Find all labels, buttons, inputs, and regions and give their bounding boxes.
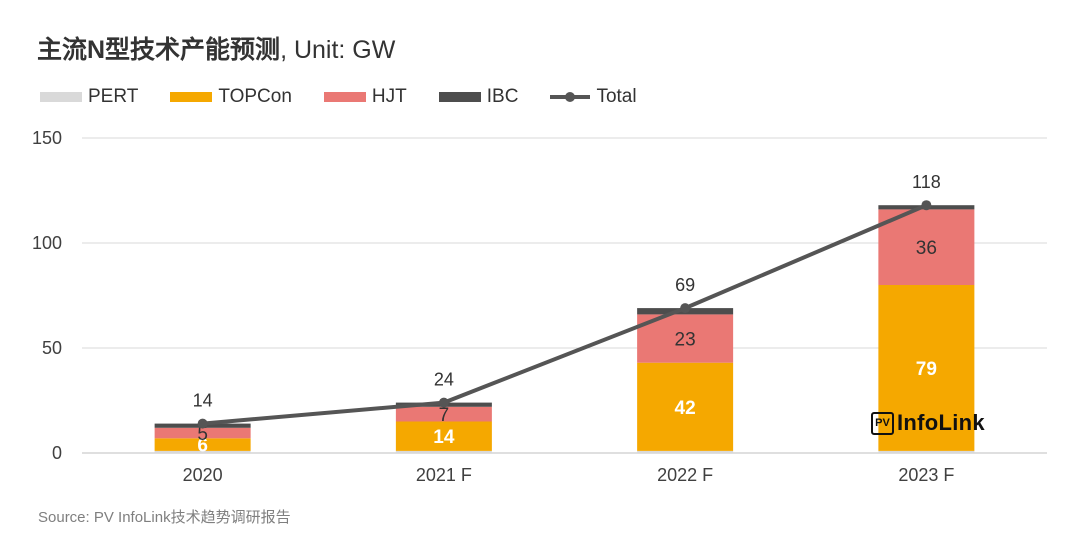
legend-label-hjt: HJT: [371, 86, 407, 107]
chart-title: 主流N型技术产能预测, Unit: GW: [37, 30, 395, 66]
total-label: 69: [675, 275, 695, 295]
total-line: [202, 203, 928, 426]
y-tick-label: 150: [32, 128, 62, 148]
total-point: [197, 418, 208, 429]
total-point: [921, 200, 932, 211]
bar-hjt: [154, 427, 251, 439]
legend-label-total: Total: [596, 86, 637, 107]
bar-pert: [154, 450, 251, 453]
bar-topcon: [395, 421, 492, 451]
bar-pert: [637, 450, 734, 453]
y-tick-label: 50: [42, 338, 62, 358]
legend-swatch-pert: [40, 92, 82, 102]
legend-swatch-total: [550, 92, 591, 102]
x-tick-label: 2021 F: [416, 465, 472, 485]
infolink-logo: PV InfoLink: [871, 410, 985, 436]
bar-hjt: [878, 209, 975, 285]
total-label: 118: [912, 172, 941, 192]
legend-label-topcon: TOPCon: [218, 86, 292, 107]
total-label: 14: [193, 391, 213, 411]
x-tick-label: 2022 F: [657, 465, 713, 485]
legend-item-total: Total: [550, 86, 637, 108]
data-label-topcon: 42: [675, 398, 696, 419]
legend-item-topcon: TOPCon: [170, 86, 292, 108]
bar-pert: [878, 450, 975, 453]
y-tick-label: 100: [32, 233, 62, 253]
chart-title-unit: , Unit: GW: [280, 36, 396, 64]
total-point: [680, 303, 691, 314]
chart-legend: PERT TOPCon HJT IBC Total: [40, 84, 669, 110]
source-note: Source: PV InfoLink技术趋势调研报告: [38, 509, 291, 526]
chart-title-main: 主流N型技术产能预测: [37, 36, 281, 64]
legend-label-pert: PERT: [88, 86, 139, 107]
data-label-hjt: 7: [439, 405, 450, 426]
legend-item-ibc: IBC: [438, 86, 519, 108]
data-label-hjt: 5: [197, 424, 208, 445]
legend-swatch-topcon: [170, 92, 213, 102]
legend-item-hjt: HJT: [323, 86, 407, 108]
bar-topcon: [878, 285, 975, 451]
logo-text: InfoLink: [897, 410, 985, 435]
data-label-hjt: 23: [675, 330, 696, 351]
x-tick-label: 2023 F: [898, 465, 954, 485]
data-label-topcon: 14: [433, 427, 455, 448]
bar-pert: [395, 450, 492, 453]
data-label-topcon: 6: [197, 436, 208, 457]
legend-item-pert: PERT: [40, 86, 138, 108]
y-tick-label: 0: [52, 443, 62, 463]
bar-hjt: [395, 406, 492, 422]
data-label-hjt: 36: [916, 238, 937, 259]
logo-mark: PV: [871, 411, 894, 435]
total-label: 24: [434, 370, 454, 390]
total-point: [438, 397, 449, 408]
data-label-topcon: 79: [916, 359, 937, 380]
legend-label-ibc: IBC: [486, 86, 519, 107]
bar-topcon: [637, 362, 734, 451]
legend-swatch-ibc: [438, 92, 481, 102]
bar-topcon: [154, 438, 251, 451]
legend-swatch-hjt: [323, 92, 366, 102]
x-tick-label: 2020: [183, 465, 223, 485]
